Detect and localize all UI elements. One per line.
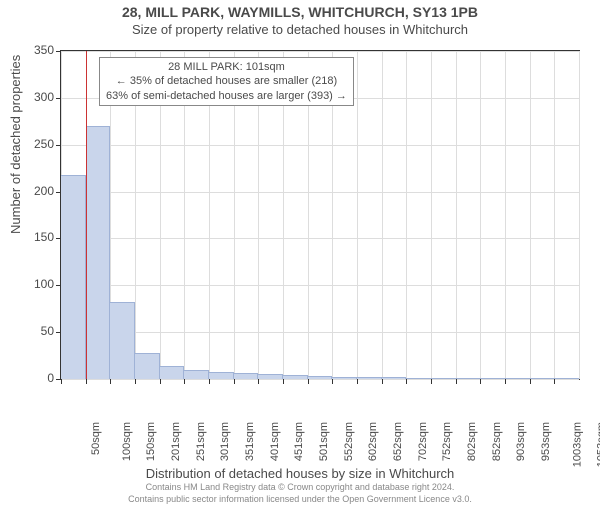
x-tick-label: 702sqm — [417, 422, 429, 461]
y-tick-label: 150 — [24, 230, 54, 244]
x-tick-label: 50sqm — [90, 422, 102, 455]
x-tick-label: 501sqm — [318, 422, 330, 461]
histogram-bar — [554, 378, 579, 379]
chart-subtitle: Size of property relative to detached ho… — [0, 22, 600, 37]
chart-title: 28, MILL PARK, WAYMILLS, WHITCHURCH, SY1… — [0, 4, 600, 20]
x-tick-label: 552sqm — [343, 422, 355, 461]
y-tick-label: 350 — [24, 43, 54, 57]
histogram-bar — [382, 377, 407, 379]
histogram-bar — [110, 302, 135, 379]
x-tick-label: 201sqm — [170, 422, 182, 461]
histogram-bar — [86, 126, 111, 379]
histogram-bar — [456, 378, 481, 379]
histogram-bar — [258, 374, 283, 379]
x-tick-label: 451sqm — [293, 422, 305, 461]
annotation-line3: 63% of semi-detached houses are larger (… — [106, 89, 347, 103]
histogram-bar — [357, 377, 382, 379]
footer-attribution: Contains HM Land Registry data © Crown c… — [0, 482, 600, 505]
x-tick-label: 251sqm — [195, 422, 207, 461]
x-tick-label: 602sqm — [367, 422, 379, 461]
histogram-bar — [61, 175, 86, 379]
x-tick-label: 802sqm — [466, 422, 478, 461]
annotation-line2: ← 35% of detached houses are smaller (21… — [106, 74, 347, 88]
histogram-bar — [308, 376, 333, 379]
x-tick-label: 1003sqm — [571, 422, 583, 467]
histogram-bar — [505, 378, 530, 379]
footer-line1: Contains HM Land Registry data © Crown c… — [0, 482, 600, 494]
x-tick-label: 100sqm — [121, 422, 133, 461]
histogram-bar — [332, 377, 357, 379]
annotation-box: 28 MILL PARK: 101sqm← 35% of detached ho… — [99, 57, 354, 106]
plot-area: 28 MILL PARK: 101sqm← 35% of detached ho… — [60, 50, 580, 380]
histogram-bar — [480, 378, 505, 379]
annotation-line1: 28 MILL PARK: 101sqm — [106, 60, 347, 74]
footer-line2: Contains public sector information licen… — [0, 494, 600, 505]
x-tick-label: 351sqm — [244, 422, 256, 461]
x-tick-label: 752sqm — [441, 422, 453, 461]
x-tick-label: 401sqm — [269, 422, 281, 461]
x-axis-label: Distribution of detached houses by size … — [0, 466, 600, 481]
y-tick-label: 0 — [24, 371, 54, 385]
x-tick-label: 953sqm — [540, 422, 552, 461]
y-tick-label: 300 — [24, 90, 54, 104]
histogram-bar — [209, 372, 234, 379]
histogram-bar — [283, 375, 308, 379]
histogram-bar — [530, 378, 555, 379]
chart-container: 28, MILL PARK, WAYMILLS, WHITCHURCH, SY1… — [0, 4, 600, 504]
y-tick-label: 50 — [24, 324, 54, 338]
y-tick-label: 200 — [24, 184, 54, 198]
x-tick-label: 652sqm — [392, 422, 404, 461]
x-tick-label: 903sqm — [515, 422, 527, 461]
marker-line — [86, 51, 88, 379]
y-tick-label: 100 — [24, 277, 54, 291]
x-tick-label: 150sqm — [145, 422, 157, 461]
histogram-bar — [160, 366, 185, 379]
x-tick-label: 852sqm — [491, 422, 503, 461]
histogram-bar — [234, 373, 259, 379]
x-tick-label: 1053sqm — [596, 422, 600, 467]
histogram-bar — [135, 353, 160, 379]
x-tick-label: 301sqm — [219, 422, 231, 461]
histogram-bar — [184, 370, 209, 379]
y-axis-label: Number of detached properties — [8, 55, 23, 234]
y-tick-label: 250 — [24, 137, 54, 151]
histogram-bar — [431, 378, 456, 379]
histogram-bar — [406, 378, 431, 379]
